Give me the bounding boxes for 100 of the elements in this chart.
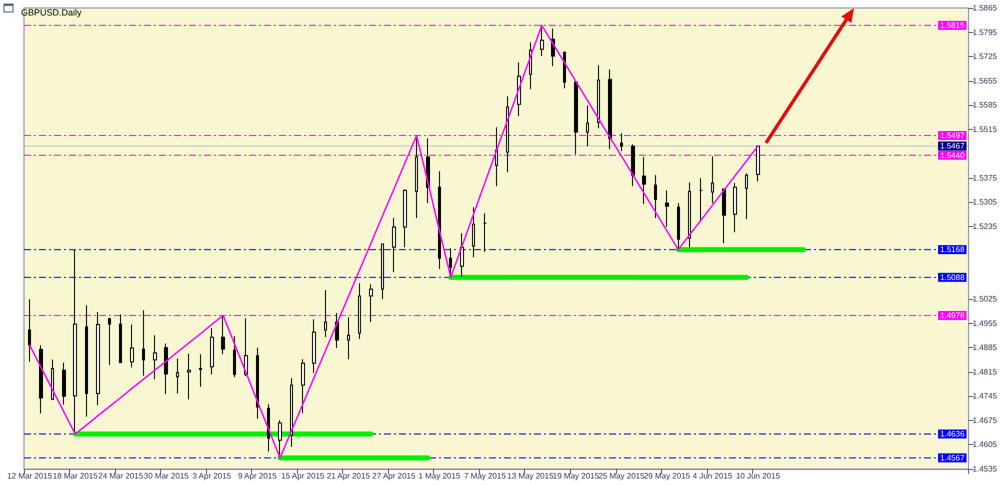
candlestick bbox=[722, 188, 726, 244]
candlestick bbox=[347, 316, 350, 360]
candlestick bbox=[164, 343, 168, 395]
candlestick bbox=[631, 144, 635, 187]
x-tick-label: 12 Mar 2015 bbox=[7, 472, 53, 480]
ref-line-label: 1.5497 bbox=[940, 131, 966, 140]
candlestick bbox=[574, 80, 578, 155]
y-tick-label: 1.4675 bbox=[972, 416, 998, 425]
y-tick-label: 1.5235 bbox=[972, 222, 998, 231]
candlestick bbox=[324, 290, 327, 338]
candlestick bbox=[608, 68, 612, 150]
candlestick bbox=[369, 284, 373, 323]
candlestick bbox=[403, 188, 407, 248]
x-tick-label: 27 Apr 2015 bbox=[372, 472, 416, 480]
candlestick bbox=[39, 344, 43, 414]
candlestick bbox=[85, 304, 88, 418]
y-tick-label: 1.5795 bbox=[972, 28, 998, 37]
x-tick-label: 24 Mar 2015 bbox=[98, 472, 144, 480]
candlestick bbox=[472, 206, 475, 258]
candlestick bbox=[358, 282, 361, 340]
candlestick bbox=[392, 218, 396, 273]
x-tick-label: 7 May 2015 bbox=[464, 472, 506, 480]
candlestick bbox=[210, 327, 214, 375]
candlestick bbox=[597, 64, 600, 129]
x-tick-label: 13 May 2015 bbox=[507, 472, 554, 480]
y-tick-label: 1.4885 bbox=[972, 343, 998, 352]
candlestick bbox=[688, 182, 691, 248]
y-tick-label: 1.5375 bbox=[972, 173, 998, 182]
x-tick-label: 9 Apr 2015 bbox=[238, 472, 278, 480]
x-tick-label: 15 Apr 2015 bbox=[281, 472, 325, 480]
candlestick bbox=[142, 310, 145, 376]
y-tick-label: 1.5725 bbox=[972, 52, 998, 62]
candlestick bbox=[745, 172, 748, 220]
candlestick bbox=[642, 156, 646, 205]
candlestick bbox=[62, 362, 66, 406]
x-tick-label: 25 May 2015 bbox=[598, 472, 646, 480]
candlestick bbox=[699, 178, 703, 223]
candlestick bbox=[96, 311, 100, 406]
y-tick-label: 1.5515 bbox=[972, 124, 998, 134]
ref-line-label: 1.4567 bbox=[940, 453, 966, 462]
candlestick bbox=[51, 358, 54, 401]
candlestick bbox=[187, 353, 191, 400]
x-tick-label: 4 Jun 2015 bbox=[692, 472, 733, 480]
x-tick-label: 3 Apr 2015 bbox=[192, 472, 232, 480]
candlestick bbox=[620, 132, 623, 152]
candlestick bbox=[540, 24, 544, 57]
candlestick bbox=[563, 50, 566, 89]
y-tick-label: 1.4605 bbox=[972, 440, 998, 450]
candlestick bbox=[108, 317, 111, 366]
candlestick bbox=[73, 249, 77, 434]
candlestick bbox=[290, 378, 293, 448]
x-tick-label: 30 Mar 2015 bbox=[144, 472, 190, 480]
ref-line-label: 1.4636 bbox=[940, 429, 966, 438]
y-tick-label: 1.5025 bbox=[972, 294, 998, 304]
y-tick-label: 1.4535 bbox=[972, 464, 998, 474]
x-tick-label: 21 Apr 2015 bbox=[326, 472, 370, 480]
y-tick-label: 1.4815 bbox=[972, 367, 998, 376]
ref-line-label: 1.5088 bbox=[940, 272, 966, 282]
candlestick bbox=[711, 156, 714, 204]
y-tick-label: 1.5305 bbox=[972, 198, 998, 207]
x-tick-label: 18 Mar 2015 bbox=[52, 472, 98, 480]
x-tick-label: 19 May 2015 bbox=[552, 472, 600, 480]
candlestick bbox=[495, 126, 498, 187]
candlestick bbox=[28, 298, 31, 362]
candlestick bbox=[130, 324, 134, 368]
candlestick bbox=[506, 96, 509, 173]
candlestick bbox=[233, 336, 236, 378]
candlestick bbox=[176, 358, 179, 394]
candlestick bbox=[677, 202, 680, 250]
y-tick-label: 1.5865 bbox=[972, 4, 998, 12]
candlestick bbox=[153, 334, 157, 380]
y-tick-label: 1.5585 bbox=[972, 100, 998, 110]
candlestick bbox=[199, 354, 202, 388]
y-tick-label: 1.4955 bbox=[972, 318, 998, 328]
candlestick bbox=[733, 182, 737, 233]
candlestick bbox=[221, 314, 225, 355]
candlestick bbox=[586, 104, 589, 147]
candlestick bbox=[654, 174, 657, 219]
x-tick-label: 10 Jun 2015 bbox=[736, 472, 781, 480]
candlestick bbox=[483, 212, 487, 253]
candlestick bbox=[460, 232, 464, 278]
candlestick bbox=[301, 358, 305, 414]
candlestick bbox=[119, 314, 122, 364]
ref-line-label: 1.5467 bbox=[940, 141, 966, 150]
chart-title: GBPUSD.Daily bbox=[21, 8, 82, 18]
x-tick-label: 29 May 2015 bbox=[644, 472, 691, 480]
candlestick bbox=[256, 347, 259, 420]
ref-line-label: 1.5168 bbox=[940, 245, 966, 254]
candlestick bbox=[665, 190, 669, 228]
candlestick bbox=[381, 244, 384, 300]
candlestick bbox=[244, 318, 248, 377]
ref-line-label: 1.5440 bbox=[940, 150, 966, 160]
x-tick-label: 1 May 2015 bbox=[418, 472, 461, 480]
ref-line-label: 1.5815 bbox=[940, 20, 966, 30]
y-tick-label: 1.5655 bbox=[972, 76, 998, 86]
candlestick bbox=[312, 318, 316, 374]
y-tick-label: 1.4745 bbox=[972, 392, 998, 401]
ref-line-label: 1.4978 bbox=[940, 310, 966, 320]
candlestick bbox=[438, 170, 441, 270]
candlestick bbox=[756, 145, 760, 182]
